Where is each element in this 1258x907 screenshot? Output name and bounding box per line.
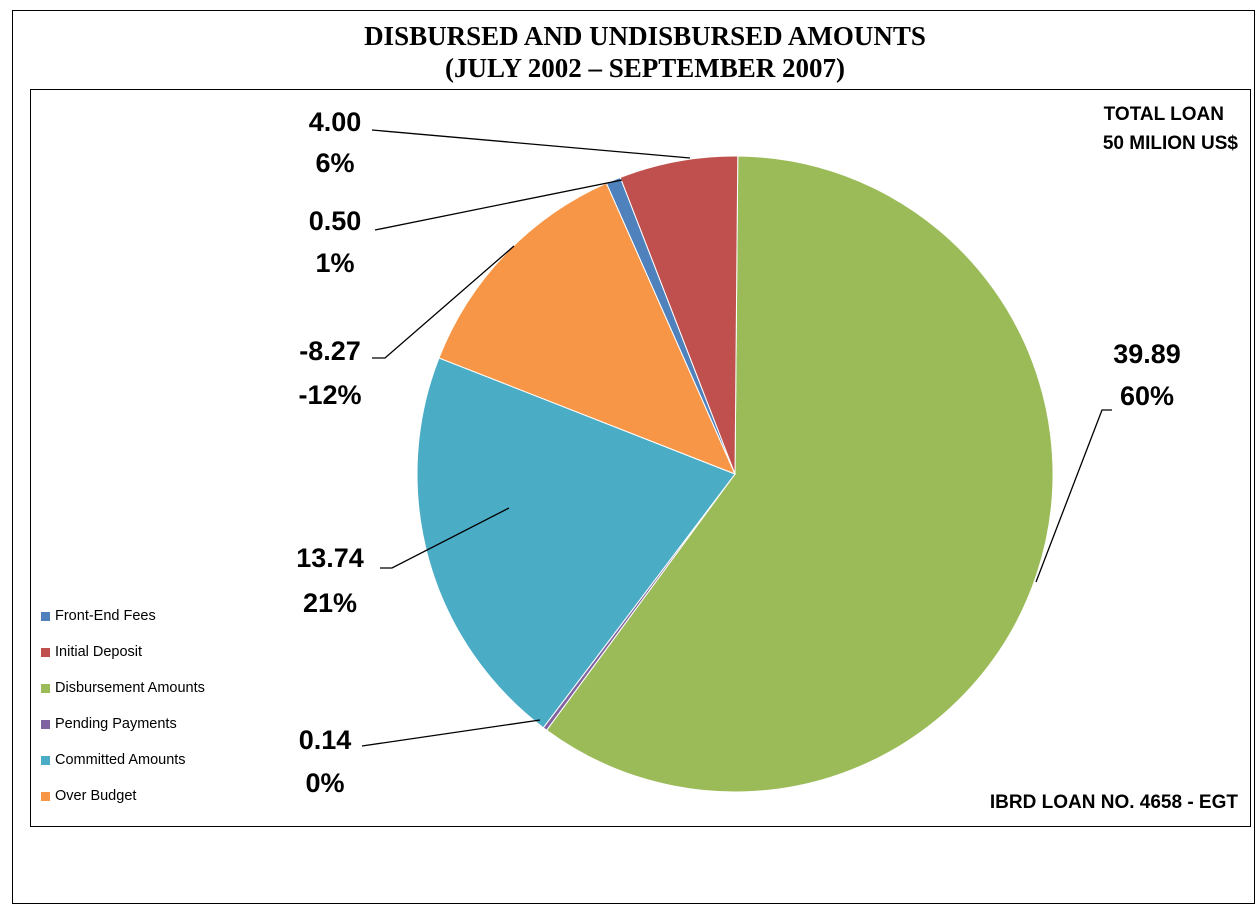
data-label-percent-over-budget: -12%	[298, 380, 361, 410]
legend-item-front-end-fees: Front-End Fees	[41, 606, 156, 626]
data-label-value-front-end-fees: 0.50	[309, 206, 362, 236]
data-label-value-over-budget: -8.27	[299, 336, 361, 366]
data-label-percent-initial-deposit: 6%	[315, 148, 354, 178]
data-label-percent-disbursement-amounts: 60%	[1120, 381, 1174, 411]
data-label-percent-front-end-fees: 1%	[315, 248, 354, 278]
leader-line-committed-amounts	[380, 507, 510, 569]
leader-line-over-budget	[372, 245, 515, 359]
data-label-value-committed-amounts: 13.74	[296, 543, 364, 573]
leader-line-initial-deposit	[371, 129, 691, 159]
data-label-percent-pending-payments: 0%	[305, 768, 344, 798]
total-loan-line1: TOTAL LOAN	[1104, 104, 1224, 125]
leader-line-front-end-fees	[374, 179, 623, 231]
data-label-value-disbursement-amounts: 39.89	[1113, 339, 1181, 369]
legend-label: Initial Deposit	[55, 644, 143, 660]
legend-label: Pending Payments	[55, 716, 177, 732]
chart-title-block: DISBURSED AND UNDISBURSED AMOUNTS (JULY …	[0, 20, 1258, 84]
pie-slice-initial-deposit	[619, 155, 739, 475]
legend-label: Disbursement Amounts	[55, 680, 205, 696]
loan-number: IBRD LOAN NO. 4658 - EGT	[990, 792, 1238, 813]
chart-title: DISBURSED AND UNDISBURSED AMOUNTS	[364, 21, 926, 51]
legend-item-initial-deposit: Initial Deposit	[41, 642, 142, 662]
legend-item-committed-amounts: Committed Amounts	[41, 750, 186, 770]
legend-label: Over Budget	[55, 788, 137, 804]
legend-item-disbursement-amounts: Disbursement Amounts	[41, 678, 205, 698]
legend-swatch	[41, 611, 50, 621]
leader-lines	[361, 129, 1112, 747]
pie-slice-committed-amounts	[416, 357, 736, 729]
legend-swatch	[41, 719, 50, 729]
chart-subtitle: (JULY 2002 – SEPTEMBER 2007)	[444, 53, 846, 83]
data-label-value-initial-deposit: 4.00	[309, 107, 362, 137]
legend-swatch	[41, 755, 50, 765]
leader-line-pending-payments	[361, 719, 541, 747]
data-label-value-pending-payments: 0.14	[299, 725, 352, 755]
legend-item-pending-payments: Pending Payments	[41, 714, 177, 734]
pie-slice-disbursement-amounts	[545, 155, 1054, 793]
pie-slices	[416, 155, 1054, 793]
legend-label: Committed Amounts	[55, 752, 186, 768]
legend-label: Front-End Fees	[55, 608, 156, 624]
legend-swatch	[41, 791, 50, 801]
plot-area	[30, 89, 1251, 827]
legend-swatch	[41, 647, 50, 657]
legend-swatch	[41, 683, 50, 693]
total-loan-line2: 50 MILION US$	[1103, 133, 1239, 154]
data-labels: 4.00 6% 0.50 1% -8.27 -12% 39.89 60% 13.74 21% 0.1…	[296, 107, 1181, 798]
data-label-percent-committed-amounts: 21%	[303, 588, 357, 618]
legend-item-over-budget: Over Budget	[41, 786, 136, 806]
leader-line-disbursement-amounts	[1035, 409, 1112, 583]
